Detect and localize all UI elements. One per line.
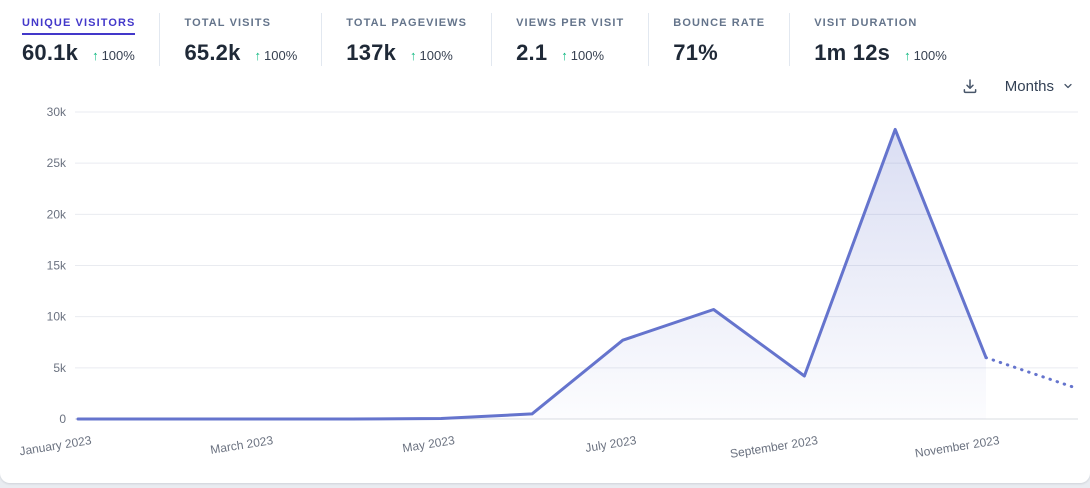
y-axis-label: 30k — [47, 105, 67, 119]
metric-change: ↑ 100% — [255, 48, 298, 63]
x-axis-label: January 2023 — [18, 433, 92, 458]
x-axis-label: March 2023 — [209, 433, 274, 457]
interval-label: Months — [1004, 77, 1054, 95]
y-axis-labels: 30k 25k 20k 15k 10k 5k 0 — [47, 105, 67, 426]
metric-label: TOTAL PAGEVIEWS — [346, 17, 468, 29]
x-axis-label: November 2023 — [914, 433, 1001, 460]
y-axis-label: 10k — [47, 310, 67, 324]
metric-tab-bounce-rate[interactable]: BOUNCE RATE 71% — [648, 13, 789, 66]
metric-change-value: 100% — [570, 48, 605, 63]
metric-change: ↑ 100% — [904, 48, 947, 63]
metric-value: 60.1k — [22, 40, 79, 65]
y-axis-label: 15k — [47, 259, 67, 273]
metric-label: UNIQUE VISITORS — [22, 17, 136, 35]
download-icon — [963, 79, 977, 94]
y-axis-label: 20k — [47, 207, 67, 221]
arrow-up-icon: ↑ — [254, 48, 262, 63]
y-axis-label: 0 — [59, 412, 66, 426]
metric-change: ↑ 100% — [410, 48, 453, 63]
metric-value: 137k — [346, 40, 397, 65]
chart-toolbar: Months — [959, 75, 1074, 97]
metric-label: BOUNCE RATE — [673, 17, 766, 29]
x-axis-label: July 2023 — [584, 433, 637, 455]
arrow-up-icon: ↑ — [410, 48, 417, 63]
arrow-up-icon: ↑ — [92, 48, 99, 63]
metrics-bar: UNIQUE VISITORS 60.1k ↑ 100% TOTAL VISIT… — [22, 13, 971, 66]
metric-change-value: 100% — [913, 48, 947, 63]
arrow-up-icon: ↑ — [904, 48, 911, 63]
metric-change-value: 100% — [101, 48, 135, 63]
metric-label: VISIT DURATION — [814, 17, 918, 29]
visitors-area — [78, 129, 986, 419]
metric-tab-unique-visitors[interactable]: UNIQUE VISITORS 60.1k ↑ 100% — [22, 13, 159, 66]
metric-tab-total-visits[interactable]: TOTAL VISITS 65.2k ↑ 100% — [159, 13, 321, 66]
chevron-down-icon — [1064, 83, 1072, 89]
visitors-line-dashed — [984, 356, 1079, 390]
metric-label: VIEWS PER VISIT — [516, 17, 625, 29]
x-axis-labels: January 2023 March 2023 May 2023 July 2023 S… — [18, 433, 1000, 461]
metric-value: 71% — [673, 40, 718, 65]
metric-value: 1m 12s — [814, 40, 891, 65]
metric-label: TOTAL VISITS — [184, 17, 272, 29]
metric-value: 65.2k — [184, 40, 241, 65]
metric-value: 2.1 — [516, 40, 548, 65]
x-axis-label: May 2023 — [401, 433, 456, 455]
visitors-line — [76, 127, 988, 421]
metric-tab-views-per-visit[interactable]: VIEWS PER VISIT 2.1 ↑ 100% — [491, 13, 648, 66]
y-axis-label: 25k — [47, 156, 67, 170]
metric-change-value: 100% — [419, 48, 453, 63]
grid-lines — [75, 111, 1078, 420]
metric-change: ↑ 100% — [561, 48, 604, 63]
metric-tab-total-pageviews[interactable]: TOTAL PAGEVIEWS 137k ↑ 100% — [321, 13, 491, 66]
metric-change-value: 100% — [264, 48, 298, 63]
metric-tab-visit-duration[interactable]: VISIT DURATION 1m 12s ↑ 100% — [789, 13, 971, 66]
interval-dropdown[interactable]: Months — [1005, 78, 1074, 95]
y-axis-label: 5k — [53, 361, 67, 375]
download-button[interactable] — [959, 75, 981, 97]
arrow-up-icon: ↑ — [561, 48, 568, 63]
metric-change: ↑ 100% — [92, 48, 135, 63]
x-axis-label: September 2023 — [729, 433, 819, 461]
